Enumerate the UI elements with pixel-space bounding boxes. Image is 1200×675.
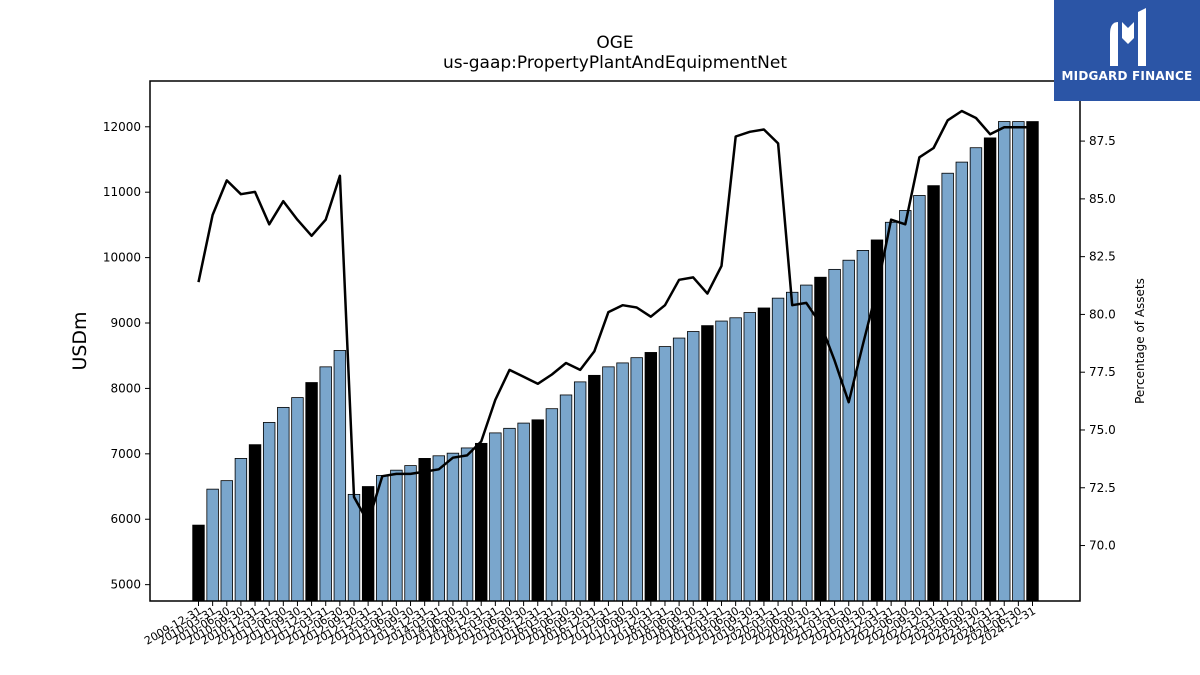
- bar: [729, 317, 742, 602]
- bar: [658, 346, 672, 602]
- bar: [983, 137, 997, 602]
- bar: [376, 475, 389, 602]
- bar: [573, 381, 587, 602]
- bar: [446, 452, 460, 602]
- bar: [771, 297, 785, 602]
- bar: [305, 382, 318, 602]
- y2-axis-label: Percentage of Assets: [1133, 278, 1147, 404]
- x-axis: 2009-12-312010-03-312010-06-302010-09-30…: [142, 601, 1038, 648]
- bar: [955, 161, 969, 602]
- brand-logo: MIDGARD FINANCE: [1054, 0, 1200, 101]
- bar: [785, 291, 799, 602]
- chart-subtitle: us-gaap:PropertyPlantAndEquipmentNet: [443, 53, 787, 73]
- bar: [390, 469, 403, 602]
- line-layer: [197, 109, 1033, 524]
- bar: [262, 422, 276, 602]
- bar: [941, 172, 954, 602]
- bar: [192, 524, 205, 602]
- bar: [277, 406, 290, 602]
- bar: [404, 465, 417, 602]
- bar: [842, 259, 855, 602]
- bar: [418, 458, 431, 602]
- y-tick-label: 7000: [110, 447, 141, 461]
- bar: [630, 357, 643, 602]
- bar: [503, 427, 516, 602]
- bar: [248, 444, 262, 602]
- y2-tick-label: 72.5: [1089, 481, 1116, 495]
- bar: [333, 350, 347, 602]
- bar: [800, 284, 813, 602]
- bar: [927, 185, 940, 602]
- bar: [969, 147, 983, 602]
- bar: [517, 422, 530, 602]
- bar: [884, 221, 898, 602]
- percentage-line: [197, 109, 1033, 524]
- bar: [743, 312, 756, 602]
- bar: [319, 366, 332, 602]
- bar: [701, 325, 714, 602]
- y2-tick-label: 80.0: [1089, 307, 1116, 321]
- bar: [998, 121, 1011, 602]
- bar: [644, 352, 658, 602]
- bar: [234, 458, 248, 602]
- y2-tick-label: 77.5: [1089, 365, 1116, 379]
- bar: [828, 268, 841, 602]
- y-tick-label: 6000: [110, 512, 141, 526]
- bar: [531, 419, 544, 602]
- bar: [545, 408, 559, 602]
- brand-name: MIDGARD FINANCE: [1061, 69, 1193, 83]
- bar: [715, 320, 728, 602]
- bar: [588, 374, 601, 602]
- bar: [559, 394, 573, 602]
- bar: [1026, 121, 1039, 602]
- y2-tick-label: 70.0: [1089, 539, 1116, 553]
- logo-mark-icon: [1110, 8, 1146, 66]
- y2-tick-label: 75.0: [1089, 423, 1116, 437]
- y-tick-label: 9000: [110, 316, 141, 330]
- right-axis: 70.0 72.5 75.0 77.5 80.0 82.5 85.0 87.5: [1080, 134, 1116, 553]
- bar: [616, 362, 629, 602]
- y2-tick-label: 87.5: [1089, 134, 1116, 148]
- y-tick-label: 12000: [103, 120, 141, 134]
- bar: [1012, 121, 1025, 602]
- y2-tick-label: 85.0: [1089, 192, 1116, 206]
- bar: [206, 488, 219, 602]
- bar: [856, 250, 870, 602]
- bar: [489, 432, 502, 602]
- bar: [291, 397, 304, 602]
- y-tick-label: 8000: [110, 381, 141, 395]
- bar: [870, 239, 884, 602]
- y2-tick-label: 82.5: [1089, 250, 1116, 264]
- bar: [460, 447, 474, 602]
- chart-title: OGE: [596, 33, 633, 53]
- y-axis-label: USDm: [69, 311, 91, 370]
- bar: [672, 337, 686, 602]
- bar: [757, 307, 771, 602]
- bar: [687, 331, 700, 602]
- y-tick-label: 5000: [110, 578, 141, 592]
- bar: [220, 480, 233, 602]
- bar: [899, 210, 912, 602]
- y-tick-label: 11000: [103, 185, 141, 199]
- bar: [602, 366, 615, 602]
- bar-group: [192, 121, 1039, 602]
- plot-frame: [149, 80, 1081, 602]
- y-tick-label: 10000: [103, 251, 141, 265]
- bar: [913, 195, 926, 602]
- bar: [475, 442, 488, 602]
- bar: [361, 486, 375, 602]
- bar: [432, 455, 446, 602]
- left-axis: 5000 6000 7000 8000 9000 10000 11000 12000: [103, 120, 150, 592]
- bar: [347, 493, 361, 602]
